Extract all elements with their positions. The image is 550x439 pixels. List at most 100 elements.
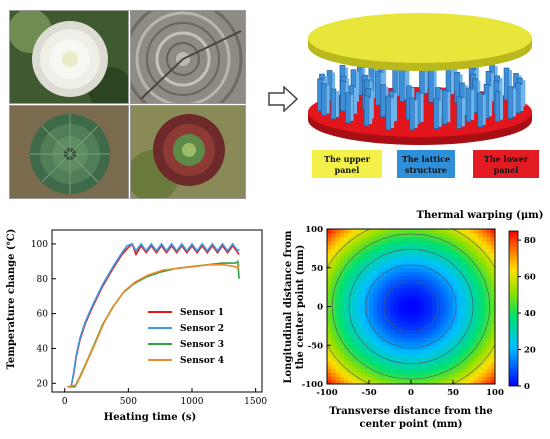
y-tick-label: -100 (302, 380, 323, 390)
lattice-pillar-side (326, 85, 330, 114)
colorbar-tick-label: 20 (524, 346, 536, 356)
lattice-pillar-side (489, 86, 493, 117)
y-tick-label: 100 (31, 240, 48, 250)
contour-line (332, 233, 490, 380)
lattice-pillar (399, 69, 405, 102)
lattice-pillar-side (414, 99, 418, 128)
lattice-pillar-side (491, 73, 495, 102)
lattice-pillar-side (383, 62, 387, 89)
heatmap-field (327, 229, 495, 384)
lattice-pillar-side (397, 65, 401, 96)
structure-label-line: structure (405, 165, 447, 175)
lattice-pillar (330, 88, 337, 120)
x-tick-label: -100 (316, 388, 337, 398)
x-tick-label: 0 (62, 397, 68, 407)
lattice-pillar (433, 98, 439, 130)
colorbar-tick-label: 80 (524, 236, 536, 246)
lattice-pillar-side (509, 69, 513, 98)
lattice-pillar-side (471, 89, 475, 120)
lattice-pillar-side (520, 84, 524, 111)
lattice-pillar (428, 67, 434, 103)
lattice-pillar (380, 84, 386, 118)
succulent-image (131, 106, 245, 198)
x-tick-label: 1000 (181, 397, 204, 407)
x-tick-label: 0 (408, 388, 414, 398)
lattice-pillar (477, 92, 483, 128)
lattice-pillar-side (420, 93, 424, 122)
colorbar-tick-label: 60 (524, 273, 536, 283)
lattice-pillar (442, 89, 448, 125)
plot-frame (51, 229, 263, 393)
x-axis-label-line2: center point (mm) (360, 419, 463, 430)
lattice-pillar-side (447, 92, 451, 123)
y-tick-label: 80 (37, 275, 49, 285)
lattice-pillar (465, 87, 472, 123)
right-arrow-icon (268, 86, 298, 112)
colorbar-tick-label: 40 (524, 309, 536, 319)
x-tick-label: 1500 (244, 397, 267, 407)
structure-label-line: The lower (484, 154, 529, 164)
lattice-pillar-side (406, 60, 410, 89)
thermal-warping-heatmap: Thermal warping (μm) -100 -50 0 50 100 -100 -5… (283, 210, 544, 430)
lattice-pillars (317, 57, 526, 131)
lattice-pillar (340, 80, 346, 112)
lattice-pillar-side (393, 93, 397, 122)
y-axis-label-line2: the center point (mm) (295, 245, 306, 370)
lattice-pillar-side (404, 71, 408, 100)
y-tick-label: 100 (305, 225, 323, 235)
lattice-pillar (409, 97, 415, 131)
tree-rings-image (131, 11, 245, 103)
y-tick-label: 60 (37, 310, 49, 320)
structure-label-line: The upper (324, 154, 371, 164)
lattice-pillar-side (438, 100, 442, 127)
contour-line (348, 248, 474, 365)
chrysanthemum-image (10, 11, 128, 103)
temperature-chart: 0 500 1000 1500 20 40 60 80 100 Sensor 1 Sensor 2… (6, 229, 267, 423)
lattice-pillar-side (424, 67, 428, 94)
lattice-pillar-side (461, 98, 465, 127)
lattice-pillar-side (332, 72, 336, 99)
x-axis-label: Heating time (s) (104, 412, 196, 423)
x-tick-label: 500 (120, 397, 137, 407)
structure-label-line: panel (335, 165, 360, 175)
contour-line (365, 264, 457, 349)
legend-entry: Sensor 1 (180, 308, 224, 318)
photo-succulent (130, 105, 246, 199)
photo-rosette-plant (9, 105, 129, 199)
x-tick-label: 50 (447, 388, 459, 398)
lattice-pillar (363, 95, 370, 127)
lattice-pillar-side (500, 93, 504, 120)
lattice-pillar-side (350, 94, 354, 121)
lattice-pillar-side (451, 67, 455, 94)
y-tick-label: 20 (37, 379, 49, 389)
legend-entry: Sensor 4 (180, 356, 224, 366)
heatmap-title: Thermal warping (μm) (417, 210, 544, 221)
rosette-plant-image (10, 106, 128, 198)
y-tick-label: 40 (37, 344, 49, 354)
lattice-pillar-side (370, 90, 374, 119)
heatmap-contours (327, 229, 495, 384)
series-line-4 (67, 264, 240, 388)
series-line-2 (70, 242, 240, 387)
structure-label-line: panel (494, 165, 519, 175)
lattice-pillar-side (335, 91, 339, 118)
contour-line (383, 281, 439, 332)
lattice-pillar (456, 96, 463, 129)
y-tick-label: 0 (317, 303, 323, 313)
photo-tree-rings (130, 10, 246, 104)
lattice-pillar-side (369, 97, 373, 124)
colorbar: 0 20 40 60 80 (508, 230, 536, 392)
lattice-pillar-side (390, 97, 394, 128)
lattice-pillar (345, 92, 351, 124)
y-axis-label: Temperature change (℃) (6, 229, 17, 370)
lattice-pillar (515, 82, 521, 114)
x-tick-label: 100 (486, 388, 504, 398)
upper-panel (308, 13, 532, 71)
lattice-pillar-side (512, 88, 516, 117)
legend-entry: Sensor 2 (180, 324, 224, 334)
lattice-pillar-side (433, 70, 437, 101)
